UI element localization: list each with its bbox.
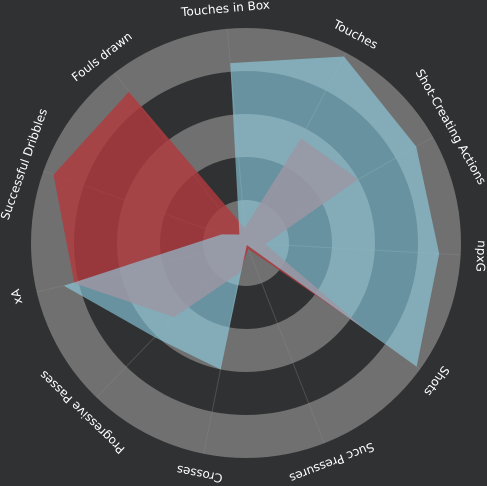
axis-label: Touches	[330, 17, 380, 52]
axis-label: xA	[8, 287, 25, 306]
axis-label: Touches in Box	[180, 0, 271, 19]
series-polygons	[53, 56, 440, 370]
axis-label: Crosses	[175, 462, 223, 485]
axis-label: npxG	[473, 240, 487, 272]
axis-label: Shots	[421, 363, 452, 398]
spoke-line	[245, 242, 325, 444]
series-polygon	[63, 56, 440, 370]
